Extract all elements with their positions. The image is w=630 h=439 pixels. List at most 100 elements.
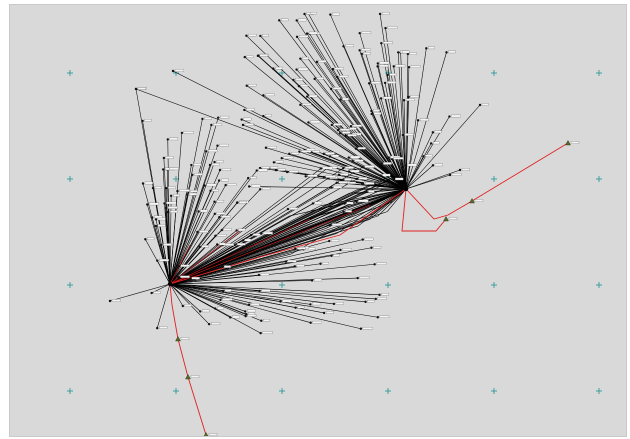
- graph-node[interactable]: [234, 243, 237, 246]
- graph-node[interactable]: [299, 57, 302, 60]
- graph-node[interactable]: [330, 186, 333, 189]
- graph-node[interactable]: [167, 210, 170, 214]
- graph-node[interactable]: [256, 54, 260, 58]
- graph-node[interactable]: [295, 19, 298, 22]
- graph-node[interactable]: [150, 291, 153, 295]
- graph-node[interactable]: [229, 316, 232, 319]
- graph-node[interactable]: [380, 42, 383, 45]
- graph-node[interactable]: [339, 98, 342, 101]
- graph-node[interactable]: [285, 170, 289, 174]
- graph-node[interactable]: [217, 179, 221, 182]
- graph-node[interactable]: [370, 112, 373, 116]
- hub-node-west[interactable]: [167, 281, 173, 287]
- graph-node[interactable]: [379, 174, 382, 177]
- graph-node[interactable]: [258, 188, 262, 191]
- graph-node[interactable]: [260, 319, 263, 322]
- graph-node[interactable]: [342, 210, 345, 213]
- graph-node[interactable]: [309, 321, 312, 324]
- graph-node[interactable]: [422, 155, 425, 158]
- graph-node[interactable]: [272, 161, 276, 164]
- graph-node[interactable]: [235, 229, 238, 232]
- graph-node[interactable]: [151, 186, 155, 190]
- graph-node[interactable]: [425, 47, 428, 50]
- graph-node[interactable]: [343, 202, 346, 205]
- graph-node[interactable]: [262, 114, 265, 118]
- graph-node[interactable]: [213, 200, 216, 203]
- graph-node[interactable]: [322, 175, 325, 179]
- graph-node[interactable]: [213, 160, 216, 164]
- graph-node[interactable]: [243, 108, 246, 112]
- graph-node[interactable]: [448, 115, 451, 118]
- graph-node[interactable]: [274, 168, 278, 172]
- graph-node[interactable]: [387, 156, 390, 159]
- graph-node[interactable]: [196, 230, 199, 234]
- graph-node[interactable]: [359, 327, 363, 330]
- graph-node[interactable]: [370, 109, 373, 113]
- graph-node[interactable]: [356, 276, 359, 280]
- graph-node[interactable]: [199, 310, 202, 313]
- graph-node[interactable]: [309, 303, 312, 306]
- graph-node[interactable]: [218, 168, 222, 172]
- graph-node[interactable]: [354, 147, 358, 150]
- graph-node[interactable]: [376, 65, 379, 68]
- graph-node[interactable]: [304, 175, 307, 178]
- graph-node[interactable]: [401, 133, 405, 137]
- graph-node[interactable]: [259, 34, 262, 38]
- graph-node[interactable]: [406, 52, 410, 56]
- graph-node[interactable]: [311, 202, 315, 205]
- graph-node[interactable]: [376, 316, 379, 319]
- route-waypoint-icon[interactable]: [443, 216, 449, 222]
- graph-node[interactable]: [213, 212, 217, 216]
- graph-node[interactable]: [134, 87, 138, 91]
- graph-node[interactable]: [330, 123, 334, 127]
- graph-node[interactable]: [255, 169, 258, 172]
- graph-node[interactable]: [332, 302, 336, 306]
- graph-node[interactable]: [478, 103, 482, 107]
- graph-node[interactable]: [330, 254, 333, 257]
- graph-node[interactable]: [214, 307, 217, 310]
- graph-node[interactable]: [220, 265, 224, 269]
- graph-node[interactable]: [338, 131, 342, 135]
- graph-node[interactable]: [258, 166, 262, 170]
- route-path-branch[interactable]: [401, 188, 447, 232]
- graph-node[interactable]: [219, 298, 222, 302]
- graph-node[interactable]: [374, 297, 377, 301]
- graph-node[interactable]: [164, 206, 168, 210]
- graph-node[interactable]: [280, 157, 283, 160]
- route-path-main[interactable]: [169, 142, 569, 436]
- highlighted-route[interactable]: [169, 140, 571, 438]
- route-waypoint-icon[interactable]: [469, 198, 475, 204]
- graph-node[interactable]: [391, 178, 395, 181]
- graph-node[interactable]: [307, 121, 310, 124]
- graph-node[interactable]: [286, 207, 290, 211]
- graph-node[interactable]: [216, 144, 219, 147]
- graph-node[interactable]: [355, 177, 359, 181]
- graph-node[interactable]: [305, 32, 309, 35]
- graph-node[interactable]: [164, 186, 168, 190]
- graph-node[interactable]: [188, 277, 191, 280]
- graph-node[interactable]: [191, 173, 194, 177]
- graph-node[interactable]: [244, 314, 247, 318]
- graph-node[interactable]: [341, 178, 344, 182]
- graph-node[interactable]: [347, 156, 351, 159]
- graph-node[interactable]: [429, 142, 433, 145]
- graph-node[interactable]: [186, 193, 189, 196]
- graph-node[interactable]: [245, 34, 248, 37]
- graph-node[interactable]: [177, 276, 180, 279]
- graph-node[interactable]: [365, 190, 368, 194]
- graph-node[interactable]: [224, 183, 227, 187]
- graph-node[interactable]: [258, 289, 261, 293]
- graph-node[interactable]: [397, 51, 400, 54]
- graph-node[interactable]: [313, 77, 316, 81]
- route-waypoint-icon[interactable]: [185, 374, 191, 380]
- graph-node[interactable]: [383, 81, 387, 85]
- graph-node[interactable]: [407, 66, 411, 69]
- graph-node[interactable]: [247, 176, 250, 180]
- graph-node[interactable]: [243, 310, 247, 313]
- graph-node[interactable]: [370, 246, 373, 249]
- graph-node[interactable]: [402, 99, 406, 102]
- graph-node[interactable]: [361, 238, 364, 241]
- graph-node[interactable]: [264, 146, 268, 149]
- graph-node[interactable]: [367, 82, 371, 85]
- graph-node[interactable]: [247, 303, 251, 306]
